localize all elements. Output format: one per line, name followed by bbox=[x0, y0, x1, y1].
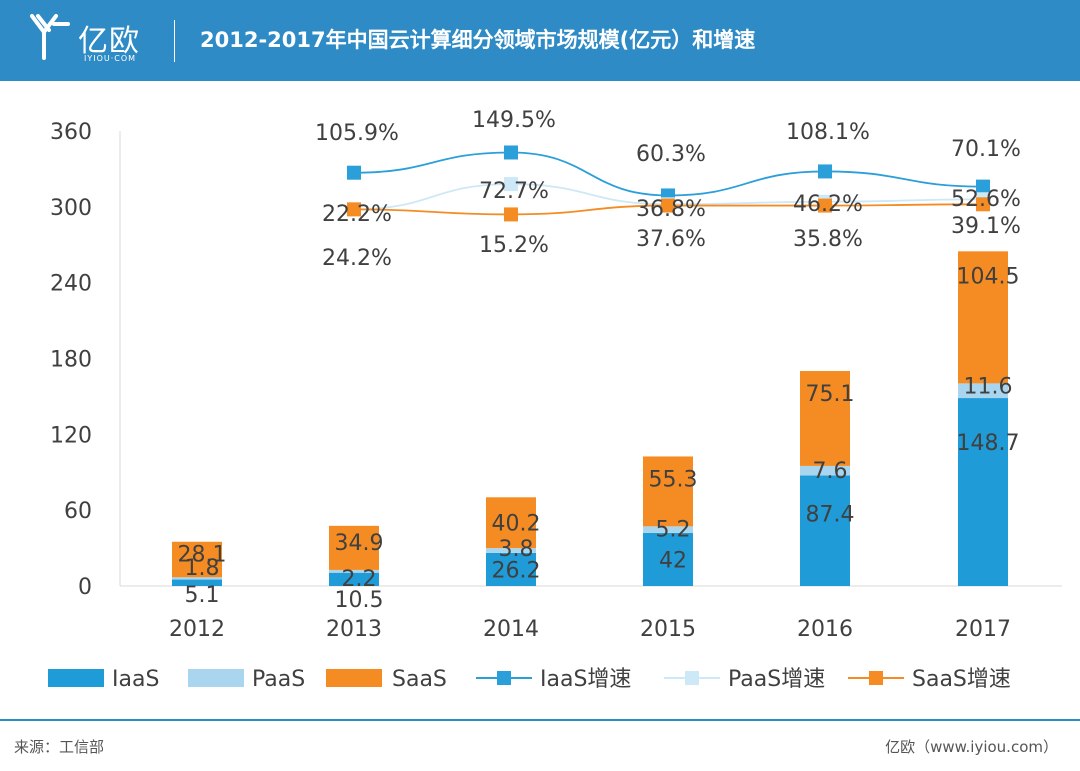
bar-paas bbox=[800, 465, 850, 476]
bar-paas bbox=[958, 383, 1008, 399]
iaas-growth-marker bbox=[504, 145, 518, 160]
iaas-growth-label: 70.1% bbox=[951, 137, 1021, 162]
bar-value-label: 10.5 bbox=[335, 588, 384, 613]
bar-paas bbox=[172, 577, 222, 580]
bar-value-label: 34.9 bbox=[335, 531, 384, 556]
bar-value-label: 7.6 bbox=[813, 459, 848, 484]
y-tick-label: 240 bbox=[50, 272, 92, 297]
bar-iaas bbox=[958, 398, 1008, 586]
iaas-growth-marker bbox=[818, 164, 832, 179]
legend-label: IaaS增速 bbox=[540, 667, 631, 692]
y-tick-label: 60 bbox=[64, 499, 92, 524]
bar-saas bbox=[643, 456, 693, 527]
saas-growth-label: 24.2% bbox=[322, 246, 392, 271]
bar-value-label: 55.3 bbox=[649, 467, 698, 492]
x-tick-label: 2017 bbox=[955, 617, 1011, 642]
bar-value-label: 148.7 bbox=[957, 431, 1020, 456]
paas-growth-label: 72.7% bbox=[479, 179, 549, 204]
bar-value-label: 3.8 bbox=[499, 537, 534, 562]
legend-marker bbox=[869, 671, 883, 685]
bar-saas bbox=[958, 251, 1008, 384]
page-title: 2012-2017年中国云计算细分领域市场规模(亿元）和增速 bbox=[200, 28, 756, 52]
footer-divider bbox=[0, 719, 1080, 721]
x-tick-label: 2013 bbox=[326, 617, 382, 642]
bar-value-label: 5.1 bbox=[185, 583, 220, 608]
bar-saas bbox=[486, 497, 536, 549]
saas-growth-marker bbox=[347, 202, 361, 217]
legend-swatch bbox=[326, 669, 382, 687]
saas-growth-marker bbox=[976, 197, 990, 212]
x-tick-label: 2015 bbox=[640, 617, 696, 642]
legend-marker bbox=[685, 671, 699, 685]
iaas-growth-label: 108.1% bbox=[786, 120, 870, 145]
bar-iaas bbox=[486, 552, 536, 586]
logo-text: 亿欧 bbox=[78, 24, 140, 59]
y-tick-label: 0 bbox=[78, 575, 92, 600]
bar-value-label: 87.4 bbox=[806, 503, 855, 528]
saas-growth-marker bbox=[661, 198, 675, 213]
bar-value-label: 40.2 bbox=[492, 512, 541, 537]
paas-growth-label: 36.8% bbox=[636, 197, 706, 222]
bar-value-label: 5.2 bbox=[656, 517, 691, 542]
bar-value-label: 26.2 bbox=[492, 558, 541, 583]
saas-growth-label: 35.8% bbox=[793, 227, 863, 252]
legend-label: PaaS增速 bbox=[728, 667, 825, 692]
x-tick-label: 2016 bbox=[797, 617, 853, 642]
bar-value-label: 75.1 bbox=[806, 382, 855, 407]
legend-label: SaaS增速 bbox=[912, 667, 1011, 692]
iaas-growth-marker bbox=[347, 165, 361, 180]
bar-paas bbox=[329, 569, 379, 573]
iaas-growth-label: 60.3% bbox=[636, 142, 706, 167]
legend-label: PaaS bbox=[252, 667, 305, 692]
bar-iaas bbox=[172, 579, 222, 586]
legend-swatch bbox=[188, 669, 244, 687]
legend-label: IaaS bbox=[112, 667, 159, 692]
bar-saas bbox=[329, 525, 379, 570]
bar-paas bbox=[643, 526, 693, 533]
source-note: 来源：工信部 bbox=[14, 738, 105, 756]
brand-logo: 亿欧 IYIOU·COM bbox=[28, 12, 148, 70]
legend-marker bbox=[497, 671, 511, 685]
bar-value-label: 1.8 bbox=[185, 556, 220, 581]
bar-value-label: 2.2 bbox=[342, 567, 377, 592]
iaas-growth-marker bbox=[976, 179, 990, 194]
header-divider bbox=[174, 20, 175, 62]
iaas-growth-label: 149.5% bbox=[472, 108, 556, 133]
saas-growth-label: 37.6% bbox=[636, 227, 706, 252]
x-tick-label: 2014 bbox=[483, 617, 539, 642]
paas-growth-label: 46.2% bbox=[793, 192, 863, 217]
saas-growth-marker bbox=[818, 198, 832, 213]
bar-value-label: 11.6 bbox=[964, 374, 1013, 399]
legend-swatch bbox=[48, 669, 104, 687]
bar-paas bbox=[486, 548, 536, 553]
y-tick-label: 300 bbox=[50, 196, 92, 221]
saas-growth-marker bbox=[504, 207, 518, 222]
bar-iaas bbox=[643, 532, 693, 586]
y-tick-label: 180 bbox=[50, 348, 92, 373]
paas-growth-marker bbox=[504, 177, 518, 192]
bar-saas bbox=[172, 541, 222, 578]
x-tick-label: 2012 bbox=[169, 617, 225, 642]
logo-mark-icon bbox=[30, 14, 70, 60]
iaas-growth-label: 105.9% bbox=[315, 121, 399, 146]
bar-value-label: 42 bbox=[659, 548, 687, 573]
bar-value-label: 104.5 bbox=[957, 264, 1020, 289]
bar-iaas bbox=[800, 475, 850, 586]
y-tick-label: 360 bbox=[50, 120, 92, 145]
bar-saas bbox=[800, 371, 850, 466]
bar-iaas bbox=[329, 572, 379, 586]
bar-value-label: 28.1 bbox=[178, 543, 227, 568]
logo-subtext: IYIOU·COM bbox=[84, 54, 137, 63]
paas-growth-label: 22.2% bbox=[322, 202, 392, 227]
paas-growth-label: 52.6% bbox=[951, 187, 1021, 212]
saas-growth-label: 39.1% bbox=[951, 214, 1021, 239]
chart-area: 0 60 120 180 240 300 360 2012 2013 2014 2015 2016 20… bbox=[48, 108, 1062, 692]
y-tick-label: 120 bbox=[50, 423, 92, 448]
header-bar: 亿欧 IYIOU·COM 2012-2017年中国云计算细分领域市场规模(亿元）… bbox=[0, 0, 1080, 81]
credit-note: 亿欧（www.iyiou.com） bbox=[885, 738, 1058, 756]
saas-growth-label: 15.2% bbox=[479, 233, 549, 258]
legend-label: SaaS bbox=[392, 667, 447, 692]
